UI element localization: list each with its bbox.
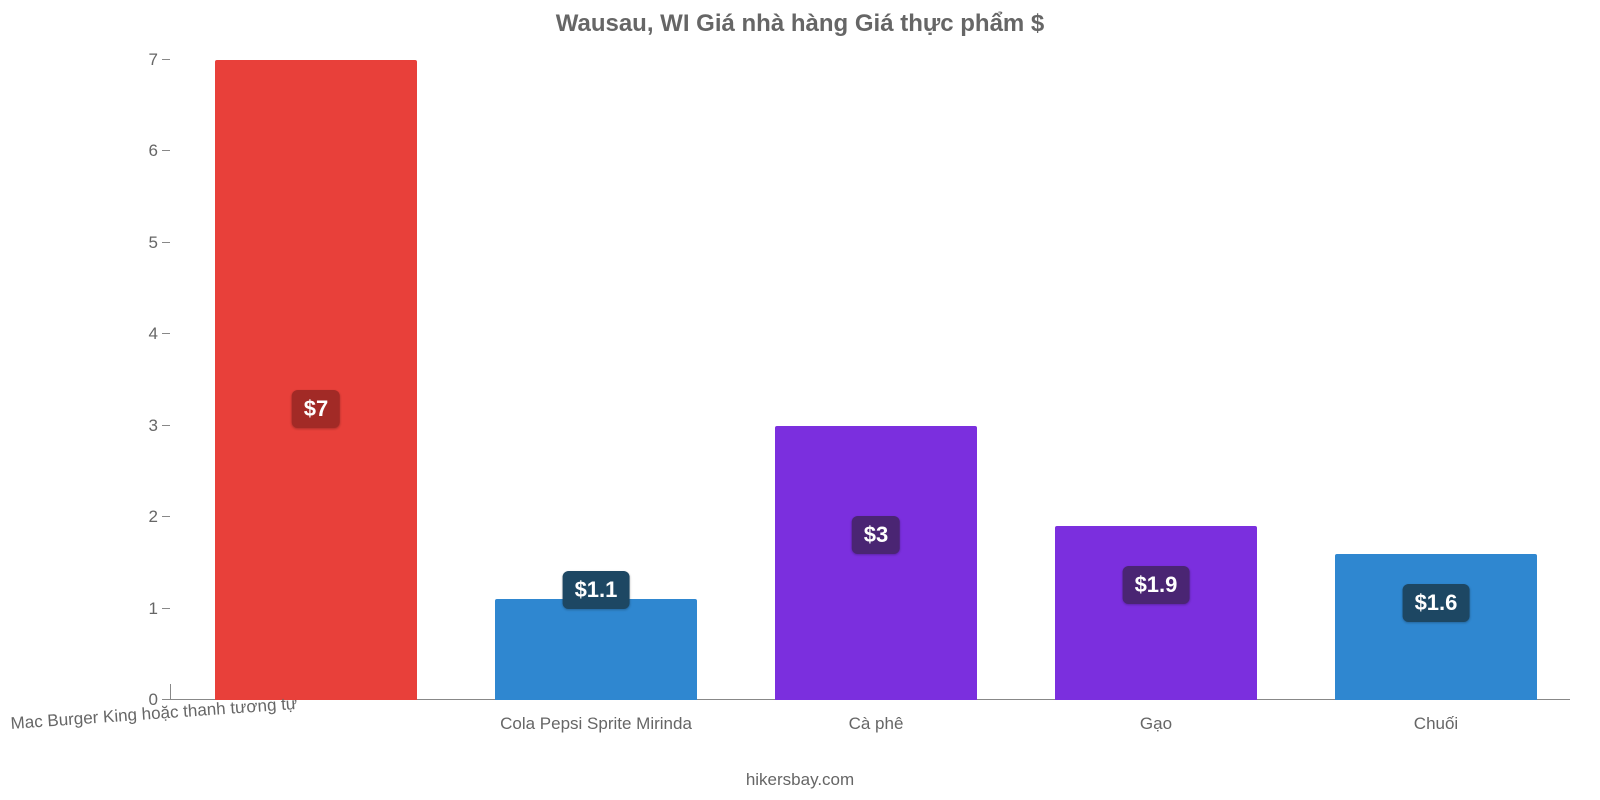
y-tick-label: 1 [120,599,158,619]
bar: $1.9 [1055,526,1257,700]
x-axis-label: Chuối [1414,714,1458,734]
y-tick-label: 7 [120,50,158,70]
bar: $7 [215,60,417,700]
chart-title: Wausau, WI Giá nhà hàng Giá thực phẩm $ [0,10,1600,38]
y-tick-label: 5 [120,233,158,253]
x-axis-label: Gạo [1140,714,1172,734]
bar-value-badge: $1.9 [1123,566,1190,604]
x-axis-label: Cà phê [849,714,904,734]
x-axis-label: Cola Pepsi Sprite Mirinda [500,714,692,734]
bar: $1.1 [495,599,697,700]
y-tick [162,59,170,60]
bar-value-badge: $1.1 [563,571,630,609]
bar-value-badge: $1.6 [1403,584,1470,622]
y-tick-label: 2 [120,507,158,527]
bars-container: $7Mac Burger King hoặc thanh tương tự$1.… [170,60,1570,700]
y-tick-label: 4 [120,324,158,344]
y-tick-label: 6 [120,141,158,161]
y-tick [162,608,170,609]
price-chart: Wausau, WI Giá nhà hàng Giá thực phẩm $ … [0,0,1600,800]
bar: $3 [775,426,977,700]
y-tick [162,242,170,243]
bar: $1.6 [1335,554,1537,700]
y-tick [162,150,170,151]
y-tick [162,699,170,700]
footer-credit: hikersbay.com [0,770,1600,790]
y-tick [162,425,170,426]
plot-area: 0 1 2 3 4 5 6 7 $7Mac Burger King hoặc t… [170,60,1570,700]
y-tick [162,516,170,517]
y-tick [162,333,170,334]
bar-value-badge: $7 [292,390,340,428]
bar-value-badge: $3 [852,516,900,554]
y-tick-label: 3 [120,416,158,436]
